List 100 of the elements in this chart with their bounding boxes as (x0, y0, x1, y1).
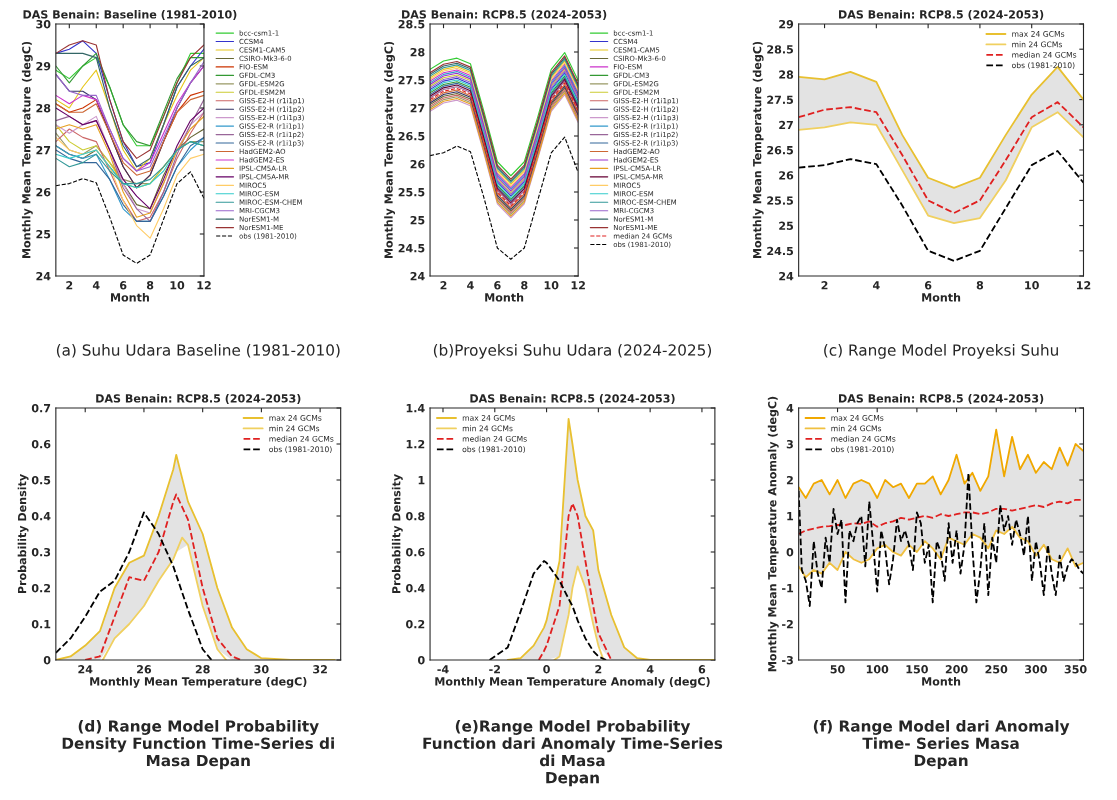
x-axis-title: Monthly Mean Temperature Anomaly (degC) (435, 677, 710, 688)
x-tick-label: 10 (544, 281, 559, 290)
y-tick-label: -1 (782, 584, 794, 593)
x-tick-label: 250 (985, 665, 1008, 674)
x-tick-label: 6 (494, 281, 501, 290)
y-tick-label: 26.5 (767, 145, 794, 155)
y-tick-label: 28.5 (398, 19, 425, 29)
x-tick-label: 2 (66, 281, 73, 290)
x-tick-label: 150 (906, 665, 928, 674)
text: (e)Range Model Probability Function dari Anomaly Time-Series di Masa Depan (423, 720, 723, 787)
y-tick-label: 0.8 (406, 511, 425, 521)
y-axis-title: Monthly Mean Temperature (degC) (384, 41, 395, 259)
y-tick-label: 24.5 (767, 246, 794, 256)
x-tick-label: 26 (137, 665, 152, 674)
x-tick-label: 6 (924, 281, 932, 290)
x-tick-label: 30 (254, 665, 269, 674)
y-tick-label: 28 (36, 103, 51, 113)
x-tick-label: 10 (1025, 281, 1039, 290)
x-tick-label: 4 (646, 665, 654, 674)
chart-title: DAS Benain: RCP8.5 (2024-2053) (470, 394, 675, 404)
y-tick-label: 27 (410, 103, 425, 113)
y-tick-label: 26 (36, 187, 51, 197)
y-tick-label: 26.5 (398, 131, 425, 141)
chart-title: DAS Benain: Baseline (1981-2010) (23, 10, 237, 20)
x-tick-label: 4 (92, 281, 100, 290)
x-tick-label: 50 (830, 665, 845, 674)
x-tick-label: 4 (872, 281, 880, 290)
y-tick-label: 4 (786, 404, 794, 413)
y-tick-label: 1.2 (406, 439, 425, 449)
y-tick-label: 24.5 (398, 243, 425, 253)
y-tick-label: 0.6 (406, 547, 425, 557)
y-tick-label: 1 (418, 476, 425, 485)
y-tick-label: 1 (787, 512, 794, 521)
x-tick-label: 0 (543, 665, 550, 674)
x-tick-label: 6 (698, 665, 706, 674)
y-tick-label: 0.4 (406, 583, 425, 593)
x-tick-label: 200 (945, 665, 968, 674)
x-tick-label: 2 (440, 281, 447, 290)
x-axis-title: Monthly Mean Temperature (degC) (90, 677, 307, 688)
x-axis-title: Month (485, 293, 524, 302)
x-tick-label: 12 (571, 281, 585, 290)
text: (a) Suhu Udara Baseline (1981-2010) (56, 344, 340, 358)
y-tick-label: 2 (786, 475, 793, 485)
x-tick-label: 12 (1077, 281, 1091, 290)
x-tick-label: 100 (866, 665, 889, 674)
text: (d) Range Model Probability Density Function Time-Series di Masa Depan (62, 720, 334, 770)
y-tick-label: 26 (779, 171, 794, 180)
y-tick-label: 24 (36, 271, 51, 281)
x-axis-title: Month (922, 293, 961, 302)
y-axis-title: Probability Density (17, 474, 29, 594)
y-tick-label: 25 (410, 215, 425, 225)
y-tick-label: 0.2 (31, 583, 51, 593)
x-axis-title: Month (922, 677, 961, 686)
y-tick-label: 28 (410, 47, 425, 57)
y-tick-label: 0.3 (31, 547, 51, 557)
y-axis-title: Monthly Mean Temperature (degC) (752, 41, 764, 259)
x-tick-label: 300 (1025, 665, 1047, 674)
y-tick-label: 0.5 (31, 475, 51, 485)
y-tick-label: 27.5 (398, 75, 425, 85)
x-tick-label: 8 (521, 281, 528, 290)
x-tick-label: 2 (821, 281, 828, 290)
text: (c) Range Model Proyeksi Suhu (824, 344, 1058, 359)
chart-title: DAS Benain: RCP8.5 (2024-2053) (402, 10, 607, 20)
x-tick-label: 350 (1064, 665, 1087, 674)
x-axis-title: Month (111, 293, 149, 302)
y-tick-label: -3 (782, 655, 793, 665)
y-tick-label: 0 (786, 547, 794, 557)
y-tick-label: 0.6 (31, 439, 51, 449)
y-tick-label: 0.1 (31, 619, 51, 629)
x-tick-label: 6 (120, 281, 127, 290)
x-tick-label: 8 (976, 281, 984, 290)
text: (f) Range Model dari Anomaly Time- Series Masa Depan (813, 720, 1070, 770)
y-axis-title: Probability Density (391, 474, 403, 594)
x-tick-label: -4 (437, 665, 449, 674)
y-axis-title: Monthly Mean Temperature Anomaly (degC) (767, 396, 779, 672)
y-axis-title: Monthly Mean Temperature (degC) (21, 41, 33, 259)
x-tick-label: -2 (489, 665, 500, 674)
y-tick-label: 24 (779, 271, 794, 281)
y-tick-label: 0.7 (31, 403, 51, 413)
y-tick-label: 25.5 (767, 196, 794, 205)
chart-title: DAS Benain: RCP8.5 (2024-2053) (839, 394, 1044, 404)
y-tick-label: 30 (36, 19, 51, 29)
y-tick-label: -2 (782, 619, 793, 629)
x-tick-label: 8 (146, 281, 154, 290)
y-tick-label: 29 (36, 61, 51, 71)
y-tick-label: 29 (779, 19, 794, 29)
y-tick-label: 1.4 (406, 404, 425, 413)
x-tick-label: 12 (197, 281, 211, 290)
y-tick-label: 27 (36, 145, 51, 155)
x-tick-label: 10 (170, 281, 185, 290)
x-tick-label: 28 (195, 665, 210, 674)
y-tick-label: 27 (779, 120, 793, 130)
text: (b)Proyeksi Suhu Udara (2024-2025) (433, 344, 712, 359)
y-tick-label: 3 (786, 439, 793, 449)
y-tick-label: 24 (410, 271, 425, 281)
y-tick-label: 27.5 (767, 95, 794, 104)
y-tick-label: 0.2 (406, 619, 425, 629)
y-tick-label: 0 (43, 655, 51, 665)
y-tick-label: 25 (779, 221, 794, 230)
x-tick-label: 32 (313, 665, 327, 674)
